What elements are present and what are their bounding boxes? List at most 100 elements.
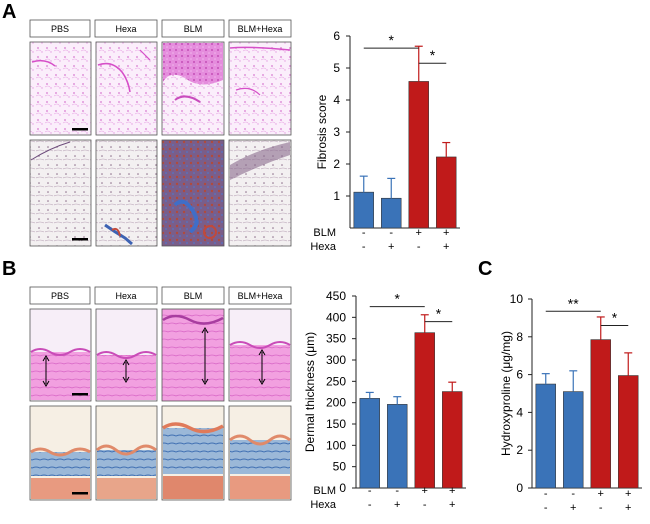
fibrosis-sign: +	[443, 227, 449, 239]
panel-b-col-label-pbs: PBS	[29, 286, 91, 305]
dermal-ytick-label: 100	[326, 438, 346, 452]
fibrosis-bar-blm-hexa	[436, 156, 457, 229]
panel-b-he-blm	[161, 308, 225, 402]
hydroxyproline-sign: +	[598, 488, 604, 500]
panel-a-he-blm-hexa	[228, 41, 292, 136]
dermal-sig-label: *	[395, 291, 401, 307]
panel-a-col-label-blm: BLM	[161, 19, 225, 38]
svg-text:BLM+Hexa: BLM+Hexa	[238, 24, 283, 34]
panel-a-he-hexa	[95, 41, 158, 136]
fibrosis-sign: +	[443, 241, 449, 253]
dermal-group-label-hexa: Hexa	[310, 499, 337, 511]
dermal-ytick-label: 450	[326, 289, 346, 303]
dermal-sign: -	[368, 499, 372, 511]
fibrosis-score-chart: 1 2 3 4 5 6 Fibrosis score * * BLM - - + + Hexa - + - +	[310, 29, 460, 253]
panel-letter-b: B	[2, 258, 16, 280]
hydroxyproline-y-title: Hydroxyproline (μg/mg)	[499, 331, 513, 456]
panel-a-tri-blm	[161, 139, 225, 247]
hydroxyproline-sign: -	[544, 502, 548, 514]
hydroxyproline-sig-label: **	[568, 295, 579, 311]
hydroxyproline-ytick-label: 8	[516, 330, 523, 344]
svg-text:Hexa: Hexa	[115, 24, 136, 34]
panel-a-tri-hexa	[95, 139, 158, 247]
hydroxyproline-ytick-label: 2	[516, 443, 523, 457]
fibrosis-sign: -	[389, 227, 393, 239]
panel-a-col-label-hexa: Hexa	[94, 19, 158, 38]
dermal-sign: -	[395, 485, 399, 497]
svg-text:BLM+Hexa: BLM+Hexa	[238, 291, 283, 301]
dermal-ytick-label: 50	[333, 460, 347, 474]
fibrosis-ytick-label: 2	[333, 157, 340, 171]
dermal-sig-label: *	[436, 306, 442, 322]
fibrosis-sign: +	[416, 227, 422, 239]
hydroxyproline-sign: -	[571, 488, 575, 500]
dermal-bar-blm	[414, 332, 435, 489]
fibrosis-group-label-hexa: Hexa	[310, 241, 337, 253]
panel-b-he-pbs	[29, 308, 92, 402]
panel-b-col-label-hexa: Hexa	[94, 286, 158, 305]
panel-a-he-pbs	[29, 41, 92, 136]
svg-text:PBS: PBS	[51, 291, 69, 301]
fibrosis-sign: -	[362, 227, 366, 239]
fibrosis-sig-label: *	[389, 32, 395, 48]
dermal-ytick-label: 150	[326, 417, 346, 431]
hydroxyproline-bar-pbs	[535, 383, 556, 489]
panel-b-col-label-blm: BLM	[161, 286, 225, 305]
panel-b-col-label-blm-hexa: BLM+Hexa	[228, 286, 292, 305]
panel-b-tri-blm-hexa	[228, 405, 292, 501]
hydroxyproline-sign: -	[599, 502, 603, 514]
svg-text:Hexa: Hexa	[115, 291, 136, 301]
panel-b-he-hexa	[95, 308, 158, 402]
panel-a-col-label-blm-hexa: BLM+Hexa	[228, 19, 292, 38]
hydroxyproline-sign: +	[625, 502, 631, 514]
dermal-sign: +	[449, 485, 455, 497]
panel-b-histology: PBS Hexa BLM BLM+Hexa	[29, 286, 292, 501]
panel-letter-c: C	[478, 258, 492, 280]
fibrosis-ytick-label: 5	[333, 61, 340, 75]
panel-b-tri-hexa	[95, 405, 158, 501]
dermal-thickness-chart: 0 50 100 150 200 250 300 350 400 450 Dermal thickn…	[303, 289, 466, 511]
dermal-sign: -	[368, 485, 372, 497]
fibrosis-bar-hexa	[381, 197, 402, 229]
hydroxyproline-sig-label: *	[612, 309, 618, 325]
dermal-y-title: Dermal thickness (μm)	[303, 332, 317, 452]
dermal-sign: +	[394, 499, 400, 511]
hydroxyproline-sign: +	[625, 488, 631, 500]
dermal-ytick-label: 300	[326, 353, 346, 367]
dermal-sign: +	[422, 485, 428, 497]
hydroxyproline-bar-blm	[590, 339, 611, 489]
svg-text:PBS: PBS	[51, 24, 69, 34]
dermal-sign: -	[423, 499, 427, 511]
fibrosis-bar-pbs	[353, 191, 374, 229]
fibrosis-sign: +	[388, 241, 394, 253]
panel-b-tri-blm	[161, 405, 225, 501]
panel-letter-a: A	[2, 1, 16, 23]
panel-b-he-blm-hexa	[228, 308, 292, 402]
hydroxyproline-sign: +	[570, 502, 576, 514]
dermal-bar-blm-hexa	[442, 391, 463, 489]
dermal-bar-hexa	[387, 404, 408, 489]
svg-text:BLM: BLM	[184, 291, 203, 301]
panel-a-tri-pbs	[29, 139, 92, 247]
fibrosis-ytick-label: 6	[333, 29, 340, 43]
hydroxyproline-sign: -	[544, 488, 548, 500]
panel-a-histology: PBS Hexa BLM BLM+Hexa	[29, 19, 292, 247]
svg-text:BLM: BLM	[184, 24, 203, 34]
panel-a-tri-blm-hexa	[228, 139, 292, 247]
fibrosis-bar-blm	[408, 81, 429, 229]
dermal-ytick-label: 400	[326, 310, 346, 324]
fibrosis-ytick-label: 3	[333, 125, 340, 139]
hydroxyproline-ytick-label: 10	[510, 292, 524, 306]
dermal-ytick-label: 200	[326, 396, 346, 410]
dermal-bar-pbs	[359, 398, 380, 489]
fibrosis-sig-label: *	[430, 47, 436, 63]
dermal-ytick-label: 350	[326, 332, 346, 346]
hydroxyproline-bar-hexa	[563, 391, 584, 489]
hydroxyproline-ytick-label: 4	[516, 405, 523, 419]
fibrosis-sign: -	[417, 241, 421, 253]
dermal-sign: +	[449, 499, 455, 511]
hydroxyproline-bar-blm-hexa	[618, 375, 639, 489]
panel-b-tri-pbs	[29, 405, 92, 501]
